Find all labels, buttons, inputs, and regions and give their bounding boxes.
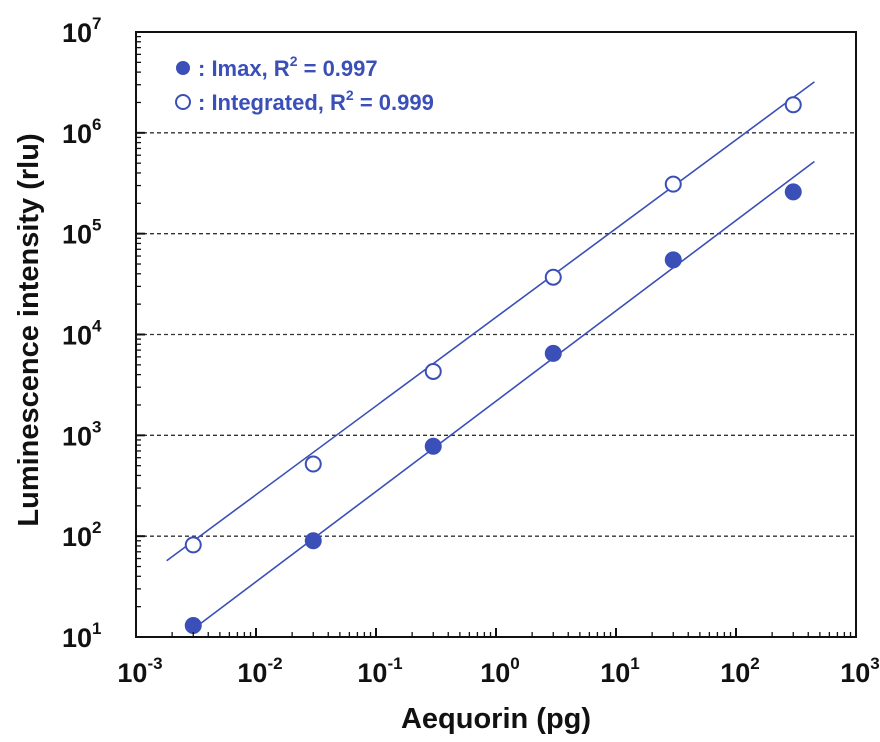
y-tick-label-4: 105	[62, 216, 102, 250]
point-series0-0	[184, 617, 202, 635]
x-tick-label-5: 102	[720, 654, 760, 688]
y-tick-labels: 101 102 103 104 105 106 107	[62, 14, 102, 653]
legend: : Imax, R2 = 0.997 : Integrated, R2 = 0.…	[175, 53, 434, 115]
x-tick-labels: 10-3 10-2 10-1 100 101 102 103	[117, 654, 879, 688]
legend-marker-imax	[176, 61, 190, 75]
point-series0-5	[784, 183, 802, 201]
x-tick-label-0: 10-3	[117, 654, 162, 688]
x-tick-label-2: 10-1	[357, 654, 402, 688]
fit-lines	[166, 81, 815, 630]
point-series1-2	[424, 362, 442, 380]
point-series0-3	[544, 344, 562, 362]
x-axis-title: Aequorin (pg)	[401, 703, 591, 735]
y-tick-label-0: 101	[62, 619, 102, 653]
grid-lines	[136, 132, 856, 537]
y-tick-label-2: 103	[62, 417, 102, 451]
x-tick-label-1: 10-2	[237, 654, 282, 688]
x-tick-label-6: 103	[840, 654, 880, 688]
point-series1-0	[184, 536, 202, 554]
axis-ticks	[136, 35, 852, 637]
x-tick-label-4: 101	[600, 654, 640, 688]
y-axis-title: Luminescence intensity (rlu)	[13, 133, 45, 526]
y-tick-label-1: 102	[62, 518, 102, 552]
point-series1-3	[544, 268, 562, 286]
point-series1-1	[304, 455, 322, 473]
point-series0-2	[424, 437, 442, 455]
point-series0-4	[664, 251, 682, 269]
y-tick-label-6: 107	[62, 14, 102, 48]
point-series1-5	[784, 96, 802, 114]
legend-label-integrated: : Integrated, R2 = 0.999	[198, 87, 434, 115]
data-points	[184, 96, 802, 635]
y-tick-label-3: 104	[62, 317, 102, 351]
y-tick-label-5: 106	[62, 115, 102, 149]
point-series0-1	[304, 532, 322, 550]
point-series1-4	[664, 175, 682, 193]
fit-line-0	[192, 160, 815, 630]
legend-marker-integrated	[175, 94, 191, 110]
fit-line-1	[166, 81, 815, 562]
x-tick-label-3: 100	[480, 654, 520, 688]
legend-label-imax: : Imax, R2 = 0.997	[198, 53, 378, 81]
